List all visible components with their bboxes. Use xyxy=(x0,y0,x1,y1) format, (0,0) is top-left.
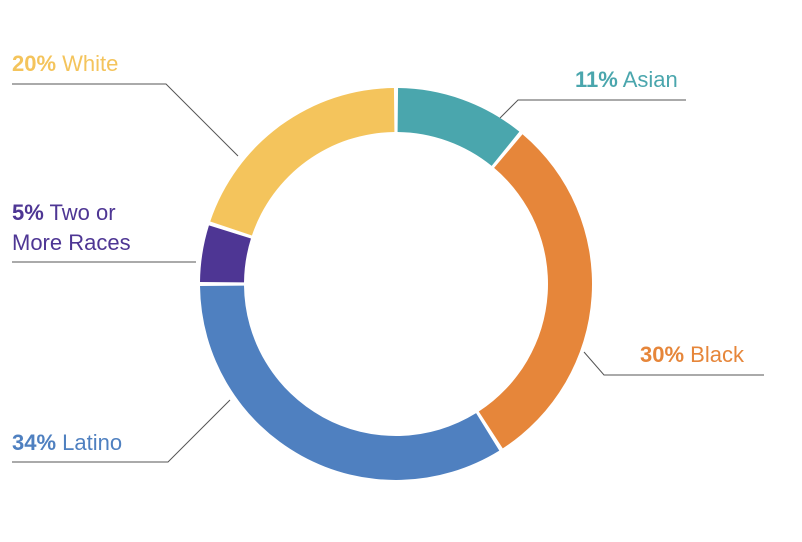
label-two-or-more-name-line1: Two or xyxy=(49,200,116,225)
slices-group xyxy=(200,88,592,480)
slice-two-or-more-races xyxy=(200,225,251,283)
label-black-name: Black xyxy=(690,342,744,367)
label-asian-pct: 11% xyxy=(575,67,618,92)
label-white-pct: 20% xyxy=(12,51,57,76)
slice-white xyxy=(210,88,395,236)
leader-line-black xyxy=(583,351,764,376)
leader-line-asian xyxy=(499,99,686,119)
label-black-pct: 30% xyxy=(640,342,685,367)
label-white-name: White xyxy=(62,51,119,76)
label-white: 20% White xyxy=(12,49,118,79)
label-asian-name: Asian xyxy=(622,67,678,92)
label-latino-pct: 34% xyxy=(12,430,57,455)
label-latino-name: Latino xyxy=(62,430,123,455)
leader-line-latino xyxy=(12,399,231,463)
slice-black xyxy=(478,134,592,449)
label-black: 30% Black xyxy=(640,340,744,370)
label-two-or-more: 5% Two or More Races xyxy=(12,198,131,258)
label-two-or-more-name-line2: More Races xyxy=(12,230,131,255)
leader-lines-group xyxy=(12,83,764,463)
leader-line-white xyxy=(12,83,239,157)
label-latino: 34% Latino xyxy=(12,428,122,458)
label-two-or-more-pct: 5% xyxy=(12,200,44,225)
slice-latino xyxy=(200,285,500,480)
slice-asian xyxy=(397,88,520,166)
label-asian: 11% Asian xyxy=(575,65,678,95)
